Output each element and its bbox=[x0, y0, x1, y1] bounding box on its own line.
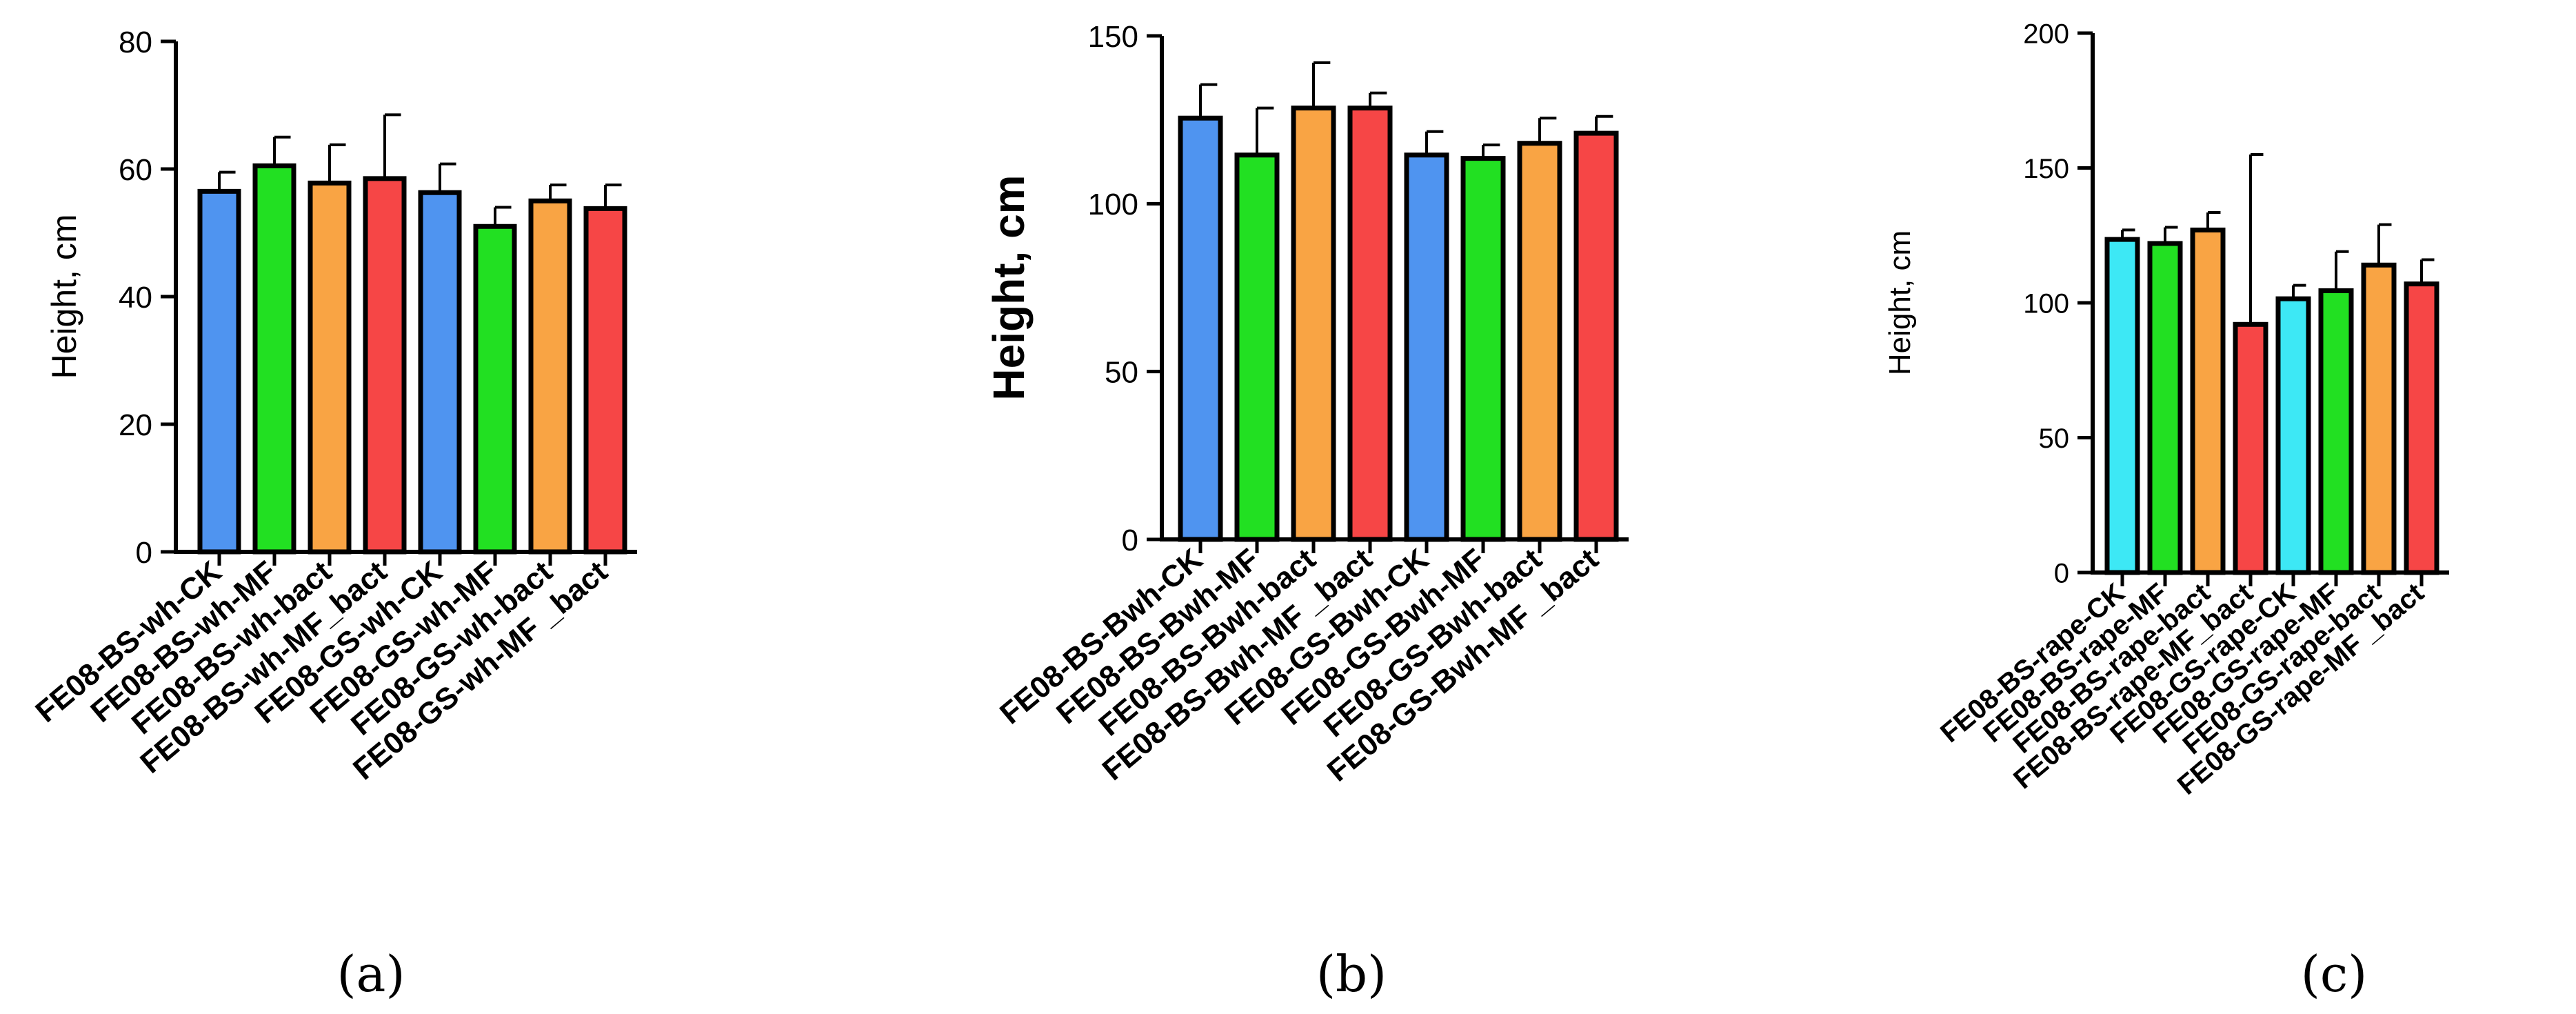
p1-y-axis-label: Height, cm bbox=[984, 175, 1034, 400]
p1-bar bbox=[1347, 106, 1393, 542]
p2-y-tick-label: 150 bbox=[2023, 154, 2069, 184]
p0-bar bbox=[473, 223, 517, 555]
p2-bar bbox=[2190, 227, 2226, 575]
p2-bar bbox=[2404, 281, 2439, 575]
p2-bar bbox=[2318, 288, 2354, 575]
p2-y-tick-label: 200 bbox=[2023, 19, 2069, 49]
p2-y-axis-label: Height, cm bbox=[1883, 230, 1917, 375]
p2-bar bbox=[2104, 237, 2140, 575]
p1-bar bbox=[1404, 152, 1449, 542]
p1-bar bbox=[1178, 115, 1223, 542]
p0-bar bbox=[252, 163, 296, 555]
p1-bar bbox=[1460, 156, 1506, 542]
p2-y-tick-label: 100 bbox=[2023, 288, 2069, 319]
p2-bar bbox=[2361, 262, 2397, 575]
p0-bar bbox=[418, 190, 462, 555]
p1-bar bbox=[1291, 106, 1336, 542]
p0-bar bbox=[528, 198, 572, 555]
p1-bar bbox=[1573, 130, 1619, 542]
p0-y-tick-label: 80 bbox=[119, 26, 152, 59]
p1-y-tick-label: 150 bbox=[1088, 20, 1138, 54]
panel-caption-a: (a) bbox=[336, 945, 405, 1003]
p0-y-tick-label: 40 bbox=[119, 281, 152, 315]
panel-caption-b: (b) bbox=[1316, 945, 1387, 1003]
p2-y-tick-label: 50 bbox=[2039, 424, 2070, 454]
p0-bar bbox=[583, 206, 627, 555]
p0-y-tick-label: 60 bbox=[119, 153, 152, 187]
p0-y-tick-label: 0 bbox=[136, 536, 152, 570]
panel-caption-c: (c) bbox=[2300, 945, 2368, 1003]
p0-bar bbox=[197, 188, 241, 555]
p1-bar bbox=[1517, 141, 1562, 542]
p2-y-tick-label: 0 bbox=[2054, 558, 2069, 588]
p0-bar bbox=[308, 180, 352, 555]
p2-bar bbox=[2147, 241, 2183, 575]
p0-bar bbox=[363, 176, 407, 555]
p0-y-axis-label: Height, cm bbox=[45, 215, 83, 379]
p0-y-tick-label: 20 bbox=[119, 408, 152, 442]
p1-y-tick-label: 50 bbox=[1105, 356, 1138, 390]
p2-bar bbox=[2275, 296, 2311, 575]
p1-y-tick-label: 0 bbox=[1122, 524, 1138, 557]
p1-bar bbox=[1234, 152, 1280, 542]
p1-y-tick-label: 100 bbox=[1088, 188, 1138, 221]
p2-bar bbox=[2233, 321, 2268, 575]
